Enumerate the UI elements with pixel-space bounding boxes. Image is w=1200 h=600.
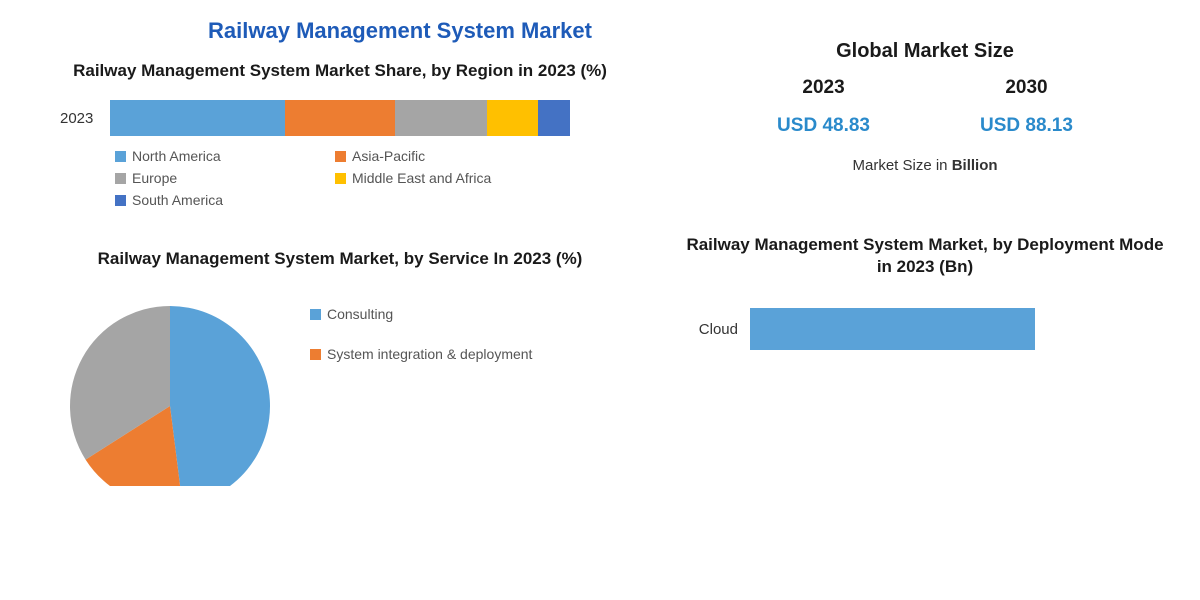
service-pie-title: Railway Management System Market, by Ser…	[60, 248, 620, 270]
legend-item: North America	[115, 148, 305, 164]
pie-slice	[170, 306, 270, 486]
legend-label: North America	[132, 148, 221, 164]
legend-label: Middle East and Africa	[352, 170, 491, 186]
legend-item: South America	[115, 192, 305, 208]
stacked-bar-segment	[285, 100, 395, 136]
global-size-year-0: 2023	[777, 77, 870, 99]
stacked-bar-segment	[395, 100, 487, 136]
global-size-value-1: USD 88.13	[980, 115, 1073, 137]
global-size-col-2030: 2030 USD 88.13	[980, 77, 1073, 137]
region-chart: Railway Management System Market Share, …	[60, 60, 620, 208]
legend-swatch	[310, 309, 321, 320]
legend-item: System integration & deployment	[310, 346, 532, 362]
legend-swatch	[115, 195, 126, 206]
global-size-note-bold: Billion	[952, 157, 998, 174]
deployment-bar-track	[750, 308, 1130, 350]
global-size-value-0: USD 48.83	[777, 115, 870, 137]
legend-swatch	[115, 173, 126, 184]
legend-label: Asia-Pacific	[352, 148, 425, 164]
global-size-col-2023: 2023 USD 48.83	[777, 77, 870, 137]
region-year-label: 2023	[60, 110, 110, 127]
region-legend: North America Asia-Pacific Europe Middle Ea…	[60, 148, 620, 208]
legend-swatch	[310, 349, 321, 360]
deployment-bar-label-0: Cloud	[680, 321, 750, 338]
legend-item: Middle East and Africa	[335, 170, 525, 186]
legend-swatch	[115, 151, 126, 162]
region-stacked-bar: 2023	[60, 100, 620, 136]
global-size-year-1: 2030	[980, 77, 1073, 99]
global-size-title: Global Market Size	[680, 40, 1170, 63]
legend-item: Asia-Pacific	[335, 148, 525, 164]
legend-swatch	[335, 173, 346, 184]
left-column: Railway Management System Market Share, …	[60, 60, 620, 486]
stacked-bar-segment	[538, 100, 570, 136]
page-title: Railway Management System Market	[150, 18, 650, 44]
pie-svg	[60, 286, 280, 486]
legend-label: Europe	[132, 170, 177, 186]
global-size-note: Market Size in Billion	[680, 157, 1170, 174]
service-pie-chart: Railway Management System Market, by Ser…	[60, 248, 620, 486]
pie-legend: Consulting System integration & deploymen…	[310, 286, 532, 486]
region-chart-title: Railway Management System Market Share, …	[60, 60, 620, 82]
stacked-bar-segment	[487, 100, 538, 136]
global-size-note-prefix: Market Size in	[852, 157, 951, 174]
legend-swatch	[335, 151, 346, 162]
legend-item: Consulting	[310, 306, 532, 322]
deployment-bar-chart: Railway Management System Market, by Dep…	[680, 234, 1170, 350]
stacked-bar-track	[110, 100, 570, 136]
legend-label: Consulting	[327, 306, 393, 322]
stacked-bar-segment	[110, 100, 285, 136]
global-market-size: Global Market Size 2023 USD 48.83 2030 U…	[680, 40, 1170, 174]
right-column: Global Market Size 2023 USD 48.83 2030 U…	[680, 40, 1170, 350]
deployment-bar-title: Railway Management System Market, by Dep…	[680, 234, 1170, 278]
legend-label: South America	[132, 192, 223, 208]
deployment-bar-fill	[750, 308, 1035, 350]
legend-item: Europe	[115, 170, 305, 186]
legend-label: System integration & deployment	[327, 346, 532, 362]
